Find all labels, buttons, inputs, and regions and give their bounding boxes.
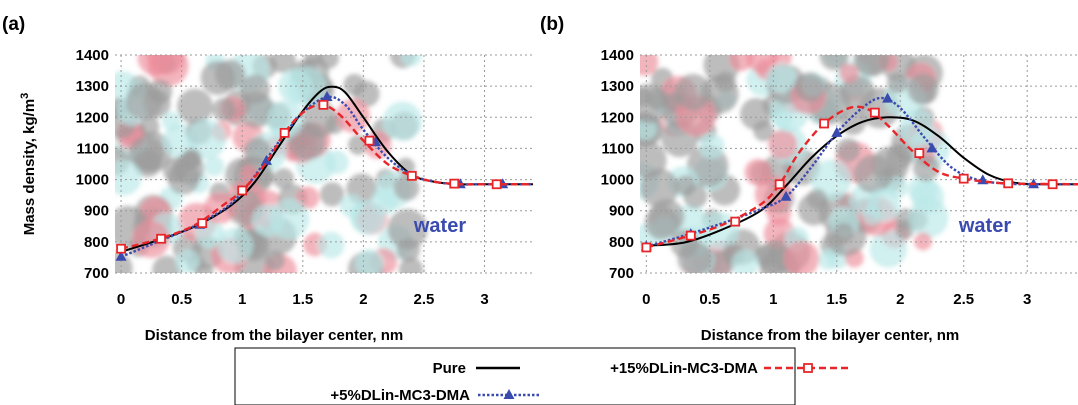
x-axis-title: Distance from the bilayer center, nm — [145, 327, 403, 344]
marker-triangle — [115, 250, 127, 261]
legend: Pure +15%DLin-MC3-DMA +5%DLin-MC3-DMA — [234, 347, 852, 405]
y-tick-label: 700 — [84, 265, 109, 282]
x-tick-label: 1 — [238, 291, 246, 308]
legend-label-pure: Pure — [433, 360, 466, 377]
marker-square — [730, 216, 741, 227]
marker-square — [279, 127, 290, 138]
marker-square — [819, 118, 829, 129]
marker-square — [449, 178, 460, 189]
legend-marker-triangle — [503, 389, 515, 399]
y-tick-label: 1000 — [601, 172, 634, 189]
x-tick-label: 0.5 — [699, 291, 720, 308]
marker-triangle — [926, 142, 938, 153]
marker-square — [364, 135, 375, 146]
x-tick-label: 2 — [359, 291, 367, 308]
x-tick-label: 0.5 — [171, 291, 192, 308]
marker-square — [1003, 178, 1014, 189]
marker-square — [237, 185, 248, 196]
x-tick-label: 3 — [480, 291, 488, 308]
x-tick-label: 2.5 — [953, 291, 974, 308]
y-tick-label: 1000 — [76, 172, 109, 189]
panel-a: (a) 700 800 900 1000 1100 1200 1300 1400 0 0.5 1 1.5… — [2, 14, 533, 344]
x-tick-label: 0 — [117, 291, 125, 308]
x-tick-label: 1 — [769, 291, 777, 308]
marker-square — [116, 243, 126, 254]
legend-marker-square — [803, 363, 813, 373]
y-axis-title-text: Mass density, kg/m — [21, 99, 38, 235]
y-tick-label: 1100 — [601, 140, 634, 157]
marker-square — [774, 179, 785, 190]
plot-area — [640, 92, 1078, 253]
marker-square — [406, 170, 417, 181]
y-tick-label: 700 — [609, 265, 634, 282]
marker-square — [1047, 179, 1058, 190]
y-tick-label: 1200 — [601, 109, 634, 126]
grid — [115, 54, 533, 274]
y-tick-label: 1300 — [76, 78, 109, 95]
panel-label: (a) — [2, 14, 25, 35]
series-line-mc3_15 — [646, 105, 1078, 249]
x-tick-label: 1.5 — [826, 291, 847, 308]
marker-triangle — [780, 190, 792, 201]
x-tick-label: 1.5 — [292, 291, 313, 308]
x-tick-label: 2 — [896, 291, 904, 308]
marker-triangle — [260, 154, 272, 165]
marker-square — [156, 233, 166, 244]
marker-square — [491, 179, 502, 190]
y-tick-label: 900 — [609, 203, 634, 220]
y-axis-title: Mass density, kg/m3 — [19, 93, 38, 236]
y-tick-label: 1100 — [76, 140, 109, 157]
x-tick-label: 3 — [1023, 291, 1031, 308]
marker-square — [685, 230, 696, 241]
x-tick-label: 2.5 — [414, 291, 435, 308]
plot-area — [115, 85, 533, 261]
y-tick-label: 900 — [84, 203, 109, 220]
marker-triangle — [321, 91, 333, 102]
marker-square — [318, 99, 329, 110]
lipid-background — [115, 55, 533, 273]
marker-square — [958, 173, 969, 184]
panel-label: (b) — [540, 14, 564, 35]
y-tick-label: 1300 — [601, 78, 634, 95]
water-label: water — [413, 215, 466, 237]
marker-square — [641, 242, 652, 253]
lipid-background — [640, 55, 1078, 273]
marker-triangle — [882, 92, 894, 103]
y-tick-label: 800 — [84, 234, 109, 251]
y-axis-title-superscript: 3 — [19, 93, 31, 99]
y-tick-label: 1400 — [601, 47, 634, 64]
legend-label-mc3_15: +15%DLin-MC3-DMA — [610, 360, 758, 377]
marker-square — [914, 148, 925, 159]
legend-label-mc3_5: +5%DLin-MC3-DMA — [330, 387, 470, 404]
marker-triangle — [831, 126, 843, 137]
marker-square — [869, 107, 880, 118]
x-tick-label: 0 — [642, 291, 650, 308]
y-tick-label: 800 — [609, 234, 634, 251]
panel-b: (b) 700 800 900 1000 1100 1200 1300 1400 0 0.5 1 1.5… — [540, 14, 1078, 344]
x-axis-title: Distance from the bilayer center, nm — [701, 327, 959, 344]
y-tick-label: 1400 — [76, 47, 109, 64]
y-tick-label: 1200 — [76, 109, 109, 126]
water-label: water — [958, 215, 1011, 237]
series-line-pure — [646, 116, 1078, 247]
marker-square — [197, 218, 208, 229]
